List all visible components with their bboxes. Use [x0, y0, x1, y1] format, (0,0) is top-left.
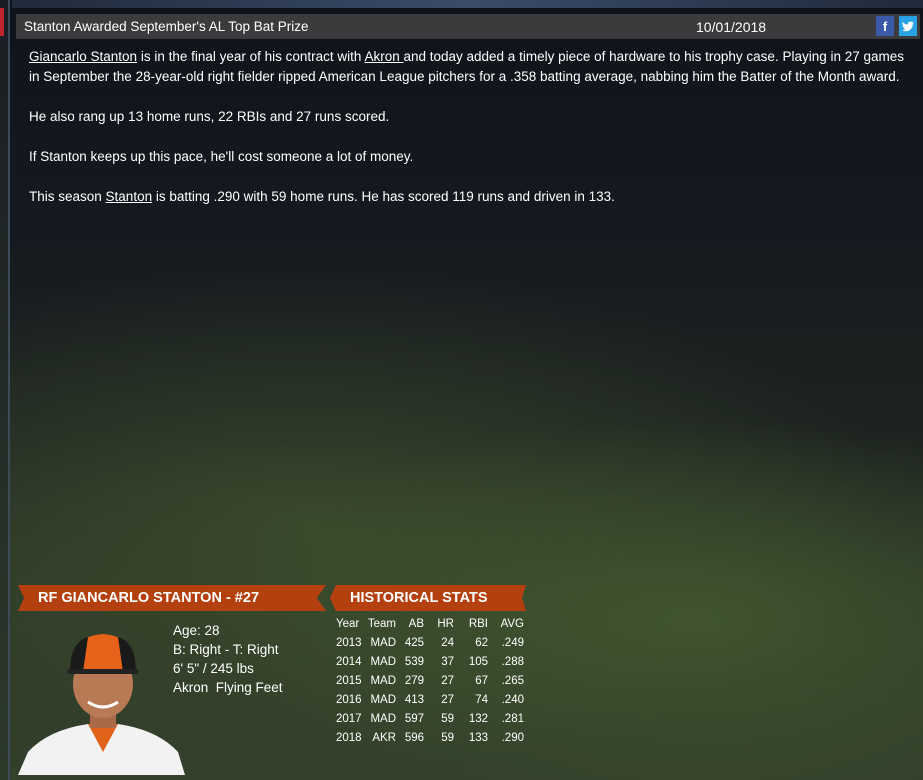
article-paragraph: If Stanton keeps up this pace, he'll cos…: [29, 149, 414, 164]
table-cell: 105: [468, 655, 488, 668]
table-cell: MAD: [370, 693, 396, 706]
text: is batting .290 with 59 home runs. He ha…: [152, 189, 615, 204]
col-hr: HR: [437, 617, 454, 630]
table-cell: 2018: [336, 731, 362, 744]
table-cell: 597: [404, 712, 424, 725]
player-size: 6' 5" / 245 lbs: [173, 661, 254, 676]
col-team: Team: [367, 617, 396, 630]
table-cell: 2015: [336, 674, 362, 687]
col-avg: AVG: [500, 617, 524, 630]
top-border: [12, 0, 923, 8]
table-cell: .265: [501, 674, 524, 687]
table-row: 2018 AKR 596 59 133 .290: [336, 728, 524, 747]
stats-banner: HISTORICAL STATS: [330, 585, 526, 611]
text: is in the final year of his contract wit…: [137, 49, 365, 64]
table-cell: .281: [501, 712, 524, 725]
table-cell: MAD: [370, 655, 396, 668]
table-cell: 132: [468, 712, 488, 725]
table-cell: 279: [404, 674, 424, 687]
table-cell: 24: [441, 636, 454, 649]
twitter-share-icon[interactable]: [899, 16, 917, 36]
table-cell: 2013: [336, 636, 362, 649]
table-cell: 2017: [336, 712, 362, 725]
table-cell: 37: [441, 655, 454, 668]
news-title: Stanton Awarded September's AL Top Bat P…: [24, 19, 309, 34]
table-cell: 133: [468, 731, 488, 744]
table-cell: 27: [441, 693, 454, 706]
news-date: 10/01/2018: [696, 18, 767, 35]
player-age: Age: 28: [173, 623, 220, 638]
col-year: Year: [336, 617, 360, 630]
table-row: 2014 MAD 539 37 105 .288: [336, 652, 524, 671]
table-cell: AKR: [372, 731, 396, 744]
table-cell: 27: [441, 674, 454, 687]
player-bats-throws: B: Right - T: Right: [173, 642, 279, 657]
table-header: Year Team AB HR RBI AVG: [336, 614, 524, 633]
player-link[interactable]: Stanton: [105, 189, 153, 204]
table-cell: 62: [475, 636, 488, 649]
historical-stats-table: Year Team AB HR RBI AVG 2013 MAD 425 24 62 .2…: [336, 614, 524, 747]
article-paragraph: This season Stanton is batting .290 with…: [29, 187, 909, 207]
team-link[interactable]: Akron: [364, 49, 404, 64]
table-row: 2017 MAD 597 59 132 .281: [336, 709, 524, 728]
article-paragraph: He also rang up 13 home runs, 22 RBIs an…: [29, 109, 390, 124]
text: This season: [29, 189, 106, 204]
table-cell: 413: [404, 693, 424, 706]
table-cell: 2016: [336, 693, 362, 706]
table-cell: 67: [475, 674, 488, 687]
player-banner: RF GIANCARLO STANTON - #27: [18, 585, 326, 611]
news-header: Stanton Awarded September's AL Top Bat P…: [16, 14, 920, 39]
table-cell: .240: [501, 693, 524, 706]
left-sidebar-edge: [0, 0, 10, 780]
table-cell: .290: [501, 731, 524, 744]
table-cell: 425: [404, 636, 424, 649]
table-cell: MAD: [370, 712, 396, 725]
facebook-share-icon[interactable]: f: [876, 16, 894, 36]
article-paragraph: Giancarlo Stanton is in the final year o…: [29, 47, 909, 87]
table-cell: 2014: [336, 655, 362, 668]
col-rbi: RBI: [468, 617, 488, 630]
table-cell: 59: [441, 731, 454, 744]
player-nickname: Akron Flying Feet: [173, 680, 283, 695]
table-cell: 74: [475, 693, 488, 706]
col-ab: AB: [408, 617, 424, 630]
table-cell: .288: [501, 655, 524, 668]
table-cell: 59: [441, 712, 454, 725]
table-row: 2013 MAD 425 24 62 .249: [336, 633, 524, 652]
player-portrait: [18, 612, 185, 775]
player-info: Age: 28 B: Right - T: Right 6' 5" / 245 …: [173, 621, 283, 697]
table-cell: .249: [501, 636, 524, 649]
table-row: 2015 MAD 279 27 67 .265: [336, 671, 524, 690]
text: and today added a timely piece of hardwa…: [29, 49, 905, 84]
table-row: 2016 MAD 413 27 74 .240: [336, 690, 524, 709]
active-indicator: [0, 8, 4, 36]
table-cell: MAD: [370, 636, 396, 649]
table-cell: MAD: [370, 674, 396, 687]
table-cell: 539: [404, 655, 424, 668]
news-article: Giancarlo Stanton is in the final year o…: [29, 47, 909, 227]
player-link[interactable]: Giancarlo Stanton: [29, 49, 138, 64]
table-cell: 596: [404, 731, 424, 744]
